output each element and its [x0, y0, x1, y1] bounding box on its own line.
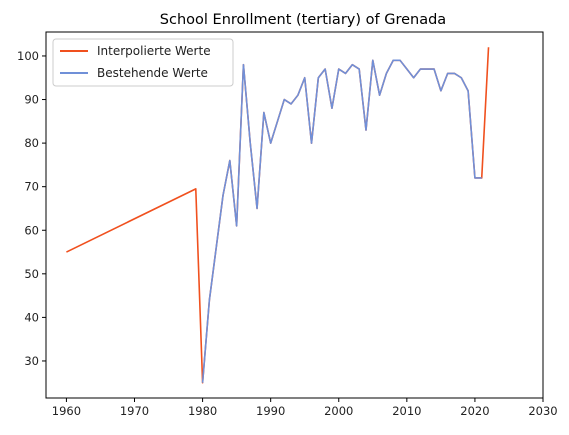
series-line-0 — [66, 47, 490, 384]
series-line-1 — [201, 59, 482, 383]
y-tick-label: 90 — [24, 93, 39, 107]
y-tick-label: 40 — [24, 310, 39, 324]
legend: Interpolierte Werte Bestehende Werte — [52, 38, 234, 87]
x-tick-label: 2010 — [392, 404, 421, 418]
y-axis: 30 40 50 60 70 80 90 100 — [17, 49, 46, 368]
y-tick-label: 30 — [24, 354, 39, 368]
x-tick-label: 1970 — [120, 404, 149, 418]
x-tick-label: 2030 — [528, 404, 557, 418]
legend-label-existing: Bestehende Werte — [97, 66, 208, 80]
y-tick-label: 80 — [24, 136, 39, 150]
x-axis: 1960 1970 1980 1990 2000 2010 2020 2030 — [52, 398, 558, 418]
x-tick-label: 1980 — [188, 404, 217, 418]
legend-box — [52, 38, 234, 87]
plot-frame — [45, 31, 544, 399]
x-tick-label: 2020 — [460, 404, 489, 418]
x-tick-label: 1990 — [256, 404, 285, 418]
series-layer — [66, 47, 490, 384]
x-tick-label: 1960 — [52, 404, 81, 418]
y-tick-label: 60 — [24, 223, 39, 237]
x-tick-label: 2000 — [324, 404, 353, 418]
y-tick-label: 100 — [17, 49, 39, 63]
y-tick-label: 50 — [24, 267, 39, 281]
legend-label-interpolated: Interpolierte Werte — [97, 44, 211, 58]
chart-title: School Enrollment (tertiary) of Grenada — [160, 12, 446, 28]
y-tick-label: 70 — [24, 180, 39, 194]
